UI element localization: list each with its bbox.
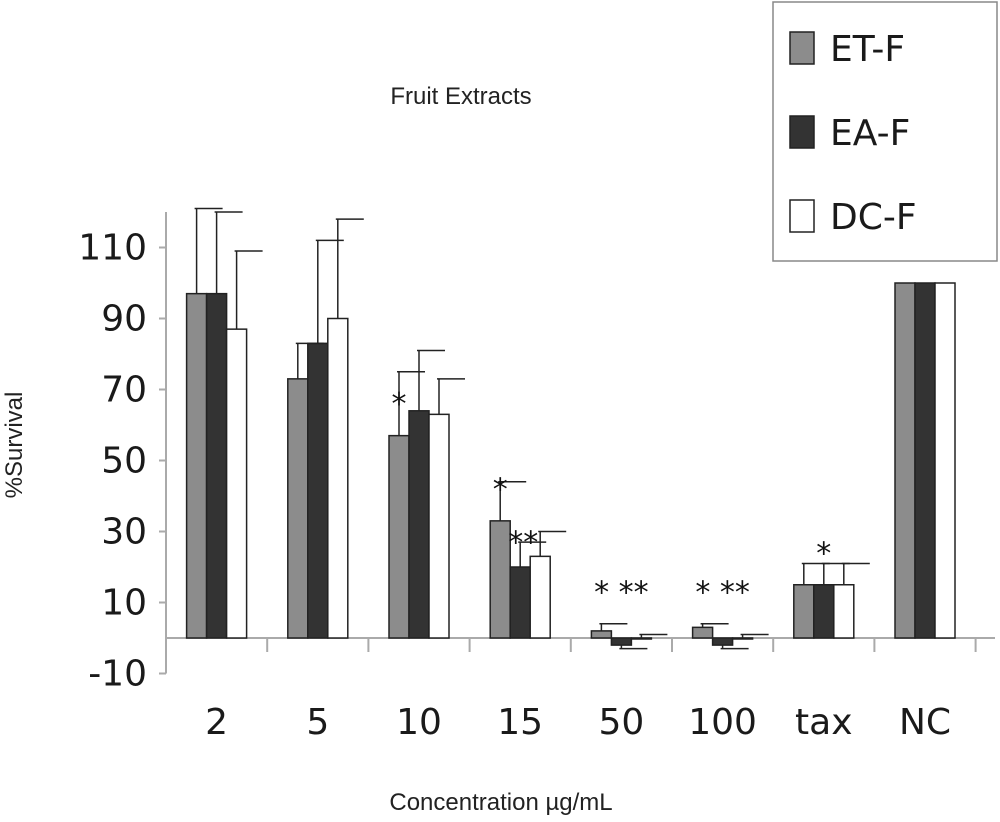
bar-ea-f-10 [408,410,430,639]
x-tick-label: 2 [205,702,228,743]
x-tick-label: NC [899,702,951,743]
y-tick-label: 90 [101,299,147,340]
significance-marker: * ** [594,575,649,610]
x-tick-label: 50 [598,702,644,743]
bar-ea-f-nc [914,282,936,639]
y-tick-label: 50 [101,441,147,482]
significance-marker: * [392,387,407,422]
bar-et-f-50 [590,630,613,639]
bar-et-f-nc [894,282,916,639]
legend-swatch-dc-f [789,199,815,233]
legend: ET-F EA-F DC-F [772,1,998,262]
annotations-group: ***** ** * *** [392,387,832,610]
bar-et-f-15 [489,520,511,639]
bar-ea-f-5 [307,342,329,639]
legend-swatch-ea-f [789,115,815,149]
bar-dc-f-10 [428,413,450,639]
bar-et-f-2 [185,292,208,639]
bar-ea-f-15 [509,566,531,639]
bar-dc-f-5 [327,317,349,639]
x-tick-label: 15 [497,702,543,743]
significance-marker: * [493,472,508,507]
y-tick-label: 70 [101,370,147,411]
bar-et-f-10 [388,434,410,639]
chart-title: Fruit Extracts [390,83,531,110]
axes: 110 90 70 50 30 10 -10 2 5 10 15 50 100 tax NC [78,212,995,743]
x-tick-label: tax [795,702,852,743]
bar-et-f-5 [287,378,309,639]
bar-dc-f-100 [731,637,754,640]
bar-ea-f-tax [813,584,835,639]
legend-label-ea-f: EA-F [830,113,910,154]
legend-label-et-f: ET-F [830,29,905,70]
bar-et-f-100 [691,626,714,639]
bar-dc-f-50 [630,637,653,640]
y-tick-label: -10 [88,654,147,695]
bars-group [185,282,956,646]
x-axis-title: Concentration µg/mL [389,789,612,816]
bar-et-f-tax [793,584,815,639]
bar-ea-f-2 [205,292,228,639]
y-tick-label: 10 [101,583,147,624]
error-bars-group [194,207,870,650]
bar-dc-f-15 [529,555,551,639]
x-tick-label: 100 [688,702,757,743]
x-tick-label: 5 [306,702,329,743]
bar-ea-f-100 [711,637,734,646]
y-tick-label: 110 [78,228,147,269]
bar-dc-f-nc [934,282,956,639]
legend-label-dc-f: DC-F [830,197,917,238]
significance-marker: ** [508,526,538,561]
bar-dc-f-tax [833,584,855,639]
x-tick-label: 10 [396,702,442,743]
legend-swatch-et-f [789,31,815,65]
y-axis-title: %Survival [1,392,28,499]
significance-marker: * [816,536,831,571]
significance-marker: * ** [695,575,750,610]
bar-ea-f-50 [610,637,633,646]
y-tick-label: 30 [101,512,147,553]
bar-dc-f-2 [225,328,248,639]
